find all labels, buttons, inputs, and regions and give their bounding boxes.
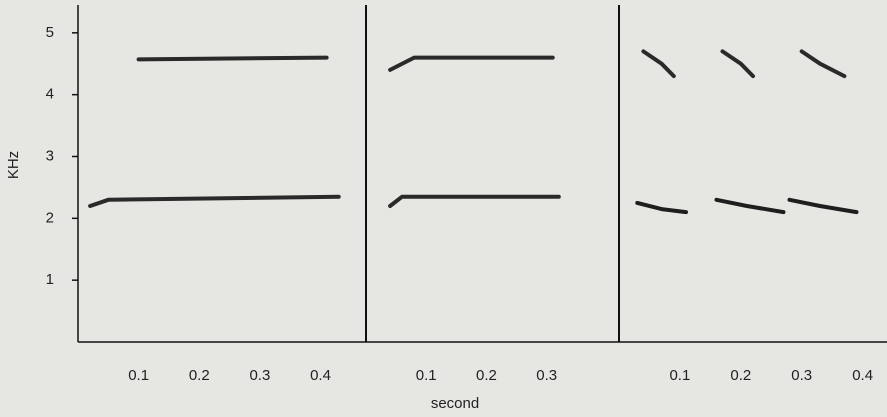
x-axis-label: second xyxy=(431,395,479,412)
x-tick-label: 0.1 xyxy=(669,367,690,384)
y-tick-label: 2 xyxy=(46,209,54,226)
x-tick-label: 0.1 xyxy=(416,367,437,384)
y-tick-label: 1 xyxy=(46,271,54,288)
x-tick-label: 0.1 xyxy=(128,367,149,384)
x-tick-label: 0.3 xyxy=(536,367,557,384)
spectral-trace xyxy=(388,194,561,208)
y-axis-label: KHz xyxy=(5,151,22,179)
x-tick-label: 0.4 xyxy=(310,367,331,384)
spectral-trace xyxy=(88,194,341,208)
spectral-trace xyxy=(388,55,555,72)
spectral-trace xyxy=(635,200,688,215)
spectral-trace xyxy=(641,49,676,79)
x-tick-label: 0.2 xyxy=(730,367,751,384)
x-tick-label: 0.3 xyxy=(249,367,270,384)
x-tick-label: 0.3 xyxy=(791,367,812,384)
spectral-trace xyxy=(799,49,847,79)
x-tick-label: 0.2 xyxy=(476,367,497,384)
y-tick-label: 3 xyxy=(46,147,54,164)
x-tick-label: 0.4 xyxy=(852,367,873,384)
x-tick-label: 0.2 xyxy=(189,367,210,384)
spectral-trace xyxy=(720,49,755,79)
spectral-trace xyxy=(787,197,859,215)
spectral-trace xyxy=(714,197,786,215)
spectral-trace xyxy=(136,55,329,62)
y-tick-label: 5 xyxy=(46,24,54,41)
y-tick-label: 4 xyxy=(46,86,54,103)
